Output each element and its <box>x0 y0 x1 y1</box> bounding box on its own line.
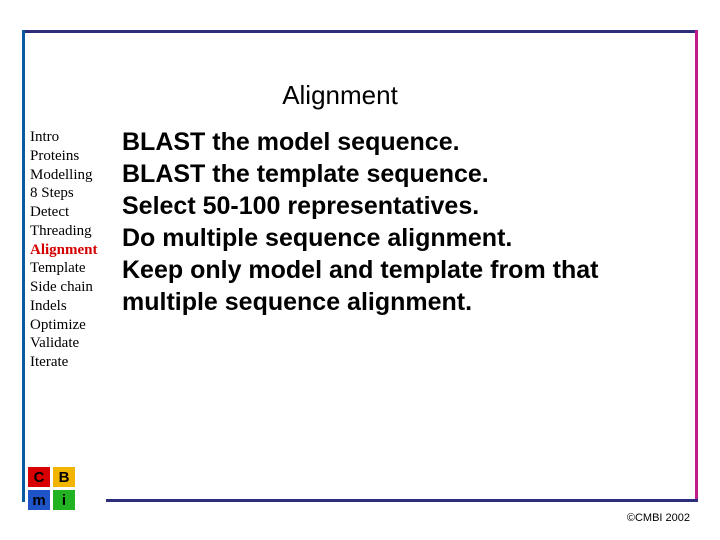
nav-item[interactable]: Threading <box>30 222 116 241</box>
nav-item[interactable]: Optimize <box>30 316 116 335</box>
nav-item[interactable]: Proteins <box>30 147 116 166</box>
body-line: BLAST the model sequence. <box>122 126 690 158</box>
body-line: Do multiple sequence alignment. <box>122 222 690 254</box>
copyright: ©CMBI 2002 <box>627 512 690 524</box>
nav-item[interactable]: Validate <box>30 334 116 353</box>
nav-item[interactable]: Template <box>30 259 116 278</box>
logo: CBmi <box>28 467 75 510</box>
nav-item[interactable]: Iterate <box>30 353 116 372</box>
right-rule <box>695 30 698 502</box>
nav-item[interactable]: Indels <box>30 297 116 316</box>
nav-item[interactable]: Intro <box>30 128 116 147</box>
logo-cell: C <box>28 467 50 487</box>
logo-cell: i <box>53 490 75 510</box>
body-line: Keep only model and template from that m… <box>122 254 690 318</box>
nav-item[interactable]: 8 Steps <box>30 184 116 203</box>
logo-cell: m <box>28 490 50 510</box>
nav-item[interactable]: Detect <box>30 203 116 222</box>
slide-title: Alignment <box>0 80 680 111</box>
body-line: Select 50-100 representatives. <box>122 190 690 222</box>
nav-list: IntroProteinsModelling8 StepsDetectThrea… <box>30 128 116 372</box>
bottom-rule <box>106 499 698 502</box>
top-rule <box>22 30 698 33</box>
nav-item[interactable]: Alignment <box>30 241 116 260</box>
body-line: BLAST the template sequence. <box>122 158 690 190</box>
nav-item[interactable]: Side chain <box>30 278 116 297</box>
body-text: BLAST the model sequence.BLAST the templ… <box>122 126 690 318</box>
logo-cell: B <box>53 467 75 487</box>
nav-item[interactable]: Modelling <box>30 166 116 185</box>
